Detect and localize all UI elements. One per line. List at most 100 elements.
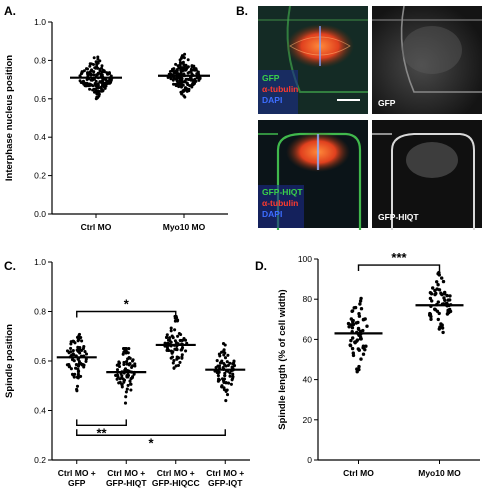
data-point <box>132 372 136 376</box>
data-point <box>96 61 100 65</box>
data-point <box>122 378 127 382</box>
data-point <box>122 350 126 354</box>
micrograph-hiqt-gray: GFP-HIQT <box>372 120 482 230</box>
data-point <box>184 86 188 90</box>
label-gfp-gray: GFP <box>378 98 396 108</box>
panel-label-d: D. <box>255 259 267 273</box>
micrograph-gfp-merge: GFP α-tubulin DAPI <box>258 5 368 114</box>
data-point <box>226 381 231 385</box>
data-point <box>127 347 131 351</box>
data-point <box>115 363 119 367</box>
data-point <box>129 382 133 386</box>
data-point <box>351 318 355 323</box>
data-point <box>117 361 122 365</box>
data-point <box>221 379 226 383</box>
x-tick-label: GFP-HIQCC <box>152 478 200 488</box>
data-point <box>184 63 188 67</box>
data-point <box>69 367 73 371</box>
data-point <box>365 324 369 328</box>
data-point <box>215 370 219 375</box>
data-point <box>169 76 173 80</box>
data-point <box>115 368 120 372</box>
data-point <box>100 64 104 68</box>
data-point <box>78 79 82 83</box>
data-point <box>226 353 230 357</box>
data-point <box>350 309 354 313</box>
data-point <box>76 357 80 361</box>
legend-tubulin-2: α-tubulin <box>262 198 298 208</box>
data-point <box>129 388 133 392</box>
data-point <box>194 68 198 72</box>
data-point <box>177 66 181 70</box>
data-point <box>350 346 355 351</box>
data-point <box>186 71 190 75</box>
x-tick-label: GFP <box>68 478 86 488</box>
legend-dapi-2: DAPI <box>262 209 282 219</box>
y-tick-label: 0.2 <box>34 455 46 465</box>
data-point <box>92 56 96 60</box>
data-point <box>189 69 193 73</box>
data-point <box>76 372 80 376</box>
data-point <box>88 70 92 74</box>
data-point <box>436 317 440 322</box>
data-point <box>357 348 361 352</box>
data-point <box>71 339 75 343</box>
data-point <box>446 308 450 312</box>
data-point <box>100 79 104 83</box>
data-point <box>217 352 221 356</box>
data-point <box>443 298 447 302</box>
x-tick-label: Ctrl MO <box>343 468 374 478</box>
data-point <box>122 362 126 367</box>
data-point <box>217 377 221 381</box>
data-point <box>78 74 82 78</box>
data-point <box>69 346 73 350</box>
data-point <box>72 353 76 357</box>
data-point <box>94 79 98 83</box>
x-tick-label: Myo10 MO <box>163 222 206 232</box>
data-point <box>228 374 232 378</box>
data-point <box>179 348 183 352</box>
data-point <box>346 321 351 326</box>
data-point <box>431 286 435 290</box>
data-point <box>96 55 100 59</box>
data-point <box>115 373 120 377</box>
data-point <box>71 358 75 362</box>
data-point <box>428 313 432 317</box>
data-point <box>178 63 182 67</box>
data-point <box>80 339 84 343</box>
data-point <box>228 361 232 365</box>
y-tick-label: 60 <box>303 334 313 344</box>
data-point <box>178 80 182 83</box>
data-point <box>175 355 179 359</box>
data-point <box>102 70 106 74</box>
data-point <box>165 335 169 339</box>
data-point <box>351 353 356 358</box>
y-tick-label: 100 <box>298 254 312 264</box>
y-axis-label: Interphase nucleus position <box>4 55 15 181</box>
data-point <box>131 358 135 362</box>
data-point <box>80 363 84 367</box>
data-point <box>71 349 75 353</box>
data-point <box>96 71 100 75</box>
data-point <box>443 292 447 296</box>
data-point <box>120 385 124 389</box>
data-point <box>169 326 173 330</box>
data-point <box>354 321 358 325</box>
data-point <box>103 84 107 88</box>
data-point <box>229 382 233 386</box>
data-point <box>182 80 186 84</box>
y-axis-label: Spindle position <box>4 324 15 398</box>
data-point <box>178 58 182 62</box>
data-point <box>185 81 189 85</box>
data-point <box>172 82 175 86</box>
data-point <box>225 388 229 392</box>
y-tick-label: 0.6 <box>34 94 46 104</box>
data-point <box>182 94 186 98</box>
data-point <box>123 401 128 405</box>
data-point <box>90 68 94 72</box>
data-point <box>182 89 186 93</box>
data-point <box>440 326 445 330</box>
data-point <box>361 346 365 350</box>
data-point <box>84 81 88 85</box>
data-point <box>82 69 86 73</box>
